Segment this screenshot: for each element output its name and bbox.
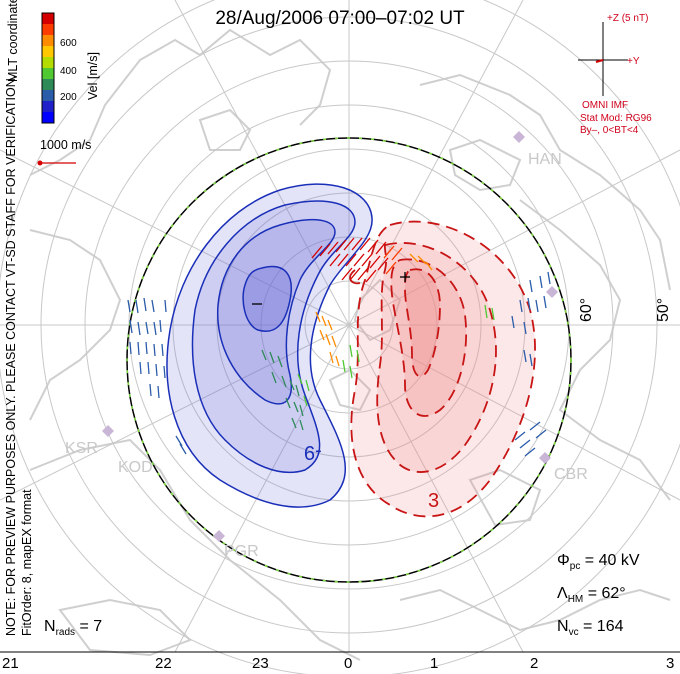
imf-source-label: OMNI IMF: [582, 100, 629, 111]
mlt-tick-3: 3: [666, 655, 675, 672]
map-title: 28/Aug/2006 07:00–07:02 UT: [215, 8, 465, 29]
velocity-colorbar: [41, 12, 55, 124]
coordinate-system-label: MLT coordinates: [6, 0, 20, 82]
scale-vector-label: 1000 m/s: [40, 138, 92, 152]
radar-site-marker-han: [513, 131, 525, 143]
mlt-tick-21: 21: [2, 655, 19, 672]
latitude-label-50: 50°: [655, 297, 672, 322]
imf-y-label: +Y: [627, 56, 640, 67]
radar-label-kod: KOD: [118, 459, 153, 476]
heppner-maynard-boundary-dashes: [126, 137, 572, 583]
stat-model-label: Stat Mod: RG96: [580, 113, 652, 124]
cross-polar-cap-potential: Φpc = 40 kV: [557, 552, 640, 573]
colorbar-tick-400: 400: [60, 66, 77, 77]
imf-indicator: [578, 22, 628, 96]
preview-notice: NOTE: FOR PREVIEW PURPOSES ONLY. PLEASE …: [4, 74, 18, 636]
negative-potential-cell: [166, 183, 373, 508]
heppner-maynard-latitude: ΛHM = 62°: [557, 585, 626, 606]
radar-label-pgr: PGR: [224, 543, 259, 560]
radar-label-ksr: KSR: [65, 440, 98, 457]
colorbar-label: Vel [m/s]: [86, 52, 100, 100]
mlt-tick-0: 0: [344, 655, 353, 672]
positive-potential-cell: [349, 220, 536, 518]
positive-contour-label: 3: [428, 490, 440, 512]
mlt-tick-1: 1: [430, 655, 439, 672]
radar-label-cbr: CBR: [554, 466, 588, 483]
radar-site-markers: [102, 131, 558, 542]
imf-z-label: +Z (5 nT): [607, 13, 649, 24]
radar-site-marker-extra: [546, 286, 558, 298]
radar-site-marker-ksr: [102, 425, 114, 437]
scale-vector: [37, 160, 76, 166]
fit-order-label: FitOrder: 8, mapEX format: [20, 489, 34, 636]
potential-extrema: [252, 272, 410, 305]
colorbar-tick-600: 600: [60, 38, 77, 49]
colorbar-tick-200: 200: [60, 92, 77, 103]
velocity-vectors: [127, 237, 551, 457]
radar-count: Nrads = 7: [44, 618, 103, 639]
mlt-tick-23: 23: [252, 655, 269, 672]
mlt-tick-2: 2: [530, 655, 539, 672]
mlt-tick-22: 22: [155, 655, 172, 672]
vector-count: Nvc = 164: [557, 618, 624, 639]
negative-contour-label: -9: [304, 441, 322, 463]
radar-site-marker-cbr: [539, 452, 551, 464]
radar-label-han: HAN: [528, 151, 562, 168]
imf-condition-label: By–, 0<BT<4: [580, 125, 639, 136]
latitude-label-60: 60°: [578, 297, 595, 322]
radar-site-marker-pgr: [213, 530, 225, 542]
